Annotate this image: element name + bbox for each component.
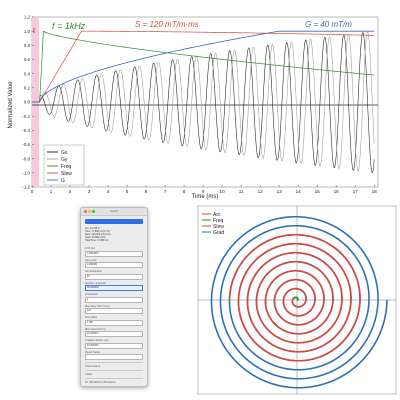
y-axis-label: Normalized Value — [8, 81, 14, 129]
x-tick-label: 8 — [183, 189, 186, 194]
y-tick-label: 0.8 — [24, 43, 31, 48]
info-line: Time: 17.896 ms (17.9) — [85, 230, 110, 233]
x-tick-label: 3 — [88, 189, 91, 194]
freq-label: Freq (kHz) — [85, 316, 98, 319]
info-line: Slew: 120.000 mT/m/ms — [85, 233, 111, 236]
result-name-label: Result Name — [85, 350, 100, 354]
max-grad-field[interactable]: 40.000000 — [85, 331, 143, 337]
x-tick-label: 16 — [334, 189, 340, 194]
calculate-button[interactable] — [85, 219, 143, 224]
legend-label: Slew — [61, 171, 72, 177]
y-tick-label: -0.8 — [22, 156, 30, 161]
spiral-legend-label: Arc — [213, 212, 221, 218]
spiral-legend-label: Slew — [213, 224, 224, 230]
freq-spiral — [292, 296, 299, 301]
divider — [85, 378, 143, 379]
raster-field[interactable]: 10.000000 — [85, 342, 143, 349]
x-tick-label: 15 — [315, 189, 321, 194]
arc-spiral — [228, 233, 361, 362]
res-label: Res (mm) — [85, 258, 97, 262]
y-tick-label: -1.2 — [22, 185, 30, 190]
y-tick-label: 0.4 — [24, 71, 31, 76]
res-field[interactable]: 0.900000 — [85, 262, 143, 268]
footer-text: Mr. SPiral/Arch (Precision) — [85, 381, 116, 384]
x-tick-label: 1 — [50, 189, 53, 194]
x-tick-label: 12 — [258, 189, 264, 194]
close-window-button[interactable] — [84, 210, 87, 213]
arc-resolution-label: Arc Resolution — [85, 270, 102, 273]
x-tick-label: 0 — [31, 189, 34, 194]
max-grad-label: Max Grad (mT/m) — [85, 327, 106, 331]
raster-label: Gradient Raster (us) — [85, 339, 109, 342]
status-label: Status — [85, 373, 93, 376]
dialog-body: Arc: 12.345 m Time: 17.896 ms (17.9) Sle… — [81, 216, 147, 386]
slew-series — [39, 30, 375, 103]
result-info: Arc: 12.345 m Time: 17.896 ms (17.9) Sle… — [85, 227, 143, 242]
grad-series — [32, 30, 375, 103]
x-tick-label: 13 — [277, 189, 283, 194]
divider — [85, 370, 143, 371]
legend-label: Freq — [61, 164, 72, 170]
y-tick-label: -0.4 — [22, 128, 30, 133]
spiral-legend-label: Freq — [213, 218, 224, 224]
result-name-field[interactable] — [85, 354, 143, 360]
y-tick-label: 0.2 — [24, 85, 31, 90]
x-tick-label: 2 — [69, 189, 72, 194]
info-line: Arc: 12.345 m — [85, 227, 100, 230]
x-tick-label: 14 — [296, 189, 302, 194]
x-tick-label: 18 — [372, 189, 378, 194]
gx-series — [32, 32, 375, 173]
x-axis-label: Time (ms) — [192, 194, 219, 200]
info-line: Total Time: 17.896 ms — [85, 239, 109, 242]
spirals-field[interactable]: 96.000000 — [85, 285, 143, 291]
spiral-settings-dialog: Spiral Arc: 12.345 m Time: 17.896 ms (17… — [80, 207, 148, 387]
y-tick-label: -0.2 — [22, 114, 30, 119]
freq-series — [32, 30, 375, 103]
x-tick-label: 5 — [126, 189, 129, 194]
fov-label: FOV (m) — [85, 247, 95, 250]
preset-name-label: Preset Name — [85, 365, 101, 368]
band-label: ms — [31, 28, 36, 33]
zoom-window-button[interactable] — [92, 210, 95, 213]
y-tick-label: 1.2 — [24, 15, 31, 20]
dialog-titlebar: Spiral — [81, 208, 147, 216]
info-line: Grad: 40.000 mT/m — [85, 236, 106, 239]
interleaves-field[interactable]: 1 — [85, 296, 143, 303]
x-tick-label: 10 — [220, 189, 226, 194]
divider — [85, 362, 143, 363]
minimize-window-button[interactable] — [88, 210, 91, 213]
max-slew-field[interactable]: 120 — [85, 308, 143, 314]
max-slew-label: Max Slew (mT/m/ms) — [85, 304, 110, 308]
y-tick-label: -0.6 — [22, 142, 30, 147]
x-tick-label: 11 — [239, 189, 244, 194]
spirals-label: Number of Spirals — [85, 281, 106, 285]
legend-label: G — [61, 178, 65, 184]
x-tick-label: 17 — [353, 189, 359, 194]
y-tick-label: 0.6 — [24, 57, 31, 62]
x-tick-label: 7 — [164, 189, 167, 194]
dialog-title: Spiral — [110, 209, 118, 213]
legend-label: Gy — [61, 157, 68, 163]
y-tick-label: 0.0 — [24, 100, 31, 105]
x-tick-label: 9 — [202, 189, 205, 194]
gy-series — [32, 31, 375, 172]
freq-field[interactable]: 1.000 — [85, 319, 143, 326]
interleaves-label: Interleaves — [85, 293, 98, 296]
freq-annotation: f = 1kHz — [52, 21, 86, 31]
plot-area — [31, 16, 379, 188]
slew-annotation: S = 120 mT/m·ms — [135, 20, 199, 29]
legend-label: Gx — [61, 150, 68, 156]
spiral-legend-label: Grad — [213, 230, 224, 236]
gradient-waveform-plot: 1.2 1.0 0.8 0.6 0.4 0.2 0.0 -0.2 -0.4 -0.6 -0.8 -1.… — [8, 15, 379, 200]
x-tick-label: 4 — [107, 189, 110, 194]
grad-annotation: G = 40 mT/m — [305, 20, 352, 29]
x-tick-label: 6 — [145, 189, 148, 194]
y-tick-label: 1.0 — [24, 29, 31, 34]
y-tick-label: -1.0 — [22, 170, 30, 175]
arc-resolution-field[interactable]: 10 — [85, 273, 143, 280]
fov-field[interactable]: 0.2500000 — [85, 250, 143, 257]
